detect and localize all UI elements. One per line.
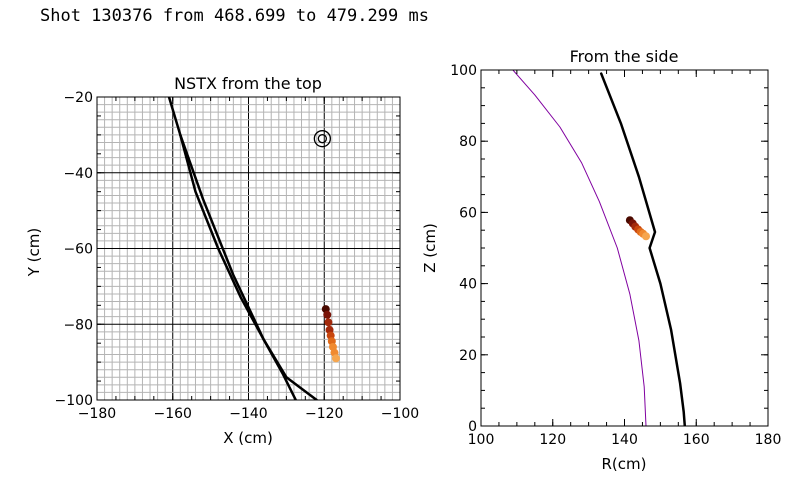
side-x-tick-label: 120 (539, 432, 566, 448)
top-y-axis-label: Y (cm) (25, 228, 43, 278)
top-y-tick-label: −20 (63, 90, 93, 106)
top-chart-title: NSTX from the top (174, 74, 322, 93)
top-y-tick-label: −80 (63, 317, 93, 333)
top-fiducial-inner-ring (317, 134, 328, 144)
side-plot-frame (480, 69, 769, 427)
page-title: Shot 130376 from 468.699 to 479.299 ms (40, 6, 429, 26)
side-y-tick-label: 80 (459, 134, 477, 150)
top-x-tick-label: −160 (154, 406, 192, 422)
top-grid (96, 96, 401, 401)
top-inner-edge-line (179, 133, 318, 400)
top-ticks: −180 −160 −140 −120 −100 −100 −80 −60 −40 −20 (55, 90, 420, 422)
side-wall-line (599, 72, 687, 426)
side-x-tick-label: 140 (611, 432, 638, 448)
top-series-group (167, 97, 340, 400)
side-x-axis-label: R(cm) (602, 455, 647, 473)
side-x-tick-label: 180 (755, 432, 782, 448)
side-plasma-boundary-line (512, 70, 647, 426)
top-x-tick-label: −120 (305, 406, 343, 422)
side-y-axis-label: Z (cm) (421, 223, 439, 273)
top-x-tick-label: −180 (78, 406, 116, 422)
top-trail-point (324, 318, 333, 327)
side-x-tick-label: 160 (683, 432, 710, 448)
side-ticks: 100 120 140 160 180 0 20 40 60 80 100 (450, 63, 781, 448)
side-data (512, 70, 687, 426)
top-trail-point (331, 354, 340, 363)
top-y-tick-label: −40 (63, 166, 93, 182)
top-x-tick-label: −100 (381, 406, 419, 422)
top-y-tick-label: −100 (55, 393, 93, 409)
top-fiducial-outer-ring (313, 130, 332, 148)
top-x-tick-label: −140 (229, 406, 267, 422)
side-x-tick-label: 100 (468, 432, 495, 448)
top-view-panel: −180 −160 −140 −120 −100 −100 −80 −60 −40 −20 NST… (25, 74, 419, 447)
side-y-tick-label: 60 (459, 205, 477, 221)
side-series-group (512, 70, 687, 426)
top-data (167, 97, 340, 400)
side-chart-title: From the side (570, 47, 679, 66)
side-y-tick-label: 0 (468, 419, 477, 435)
top-trail-point (323, 310, 332, 319)
side-view-panel: 100 120 140 160 180 0 20 40 60 80 100 From the sid… (421, 47, 781, 473)
top-x-axis-label: X (cm) (223, 429, 273, 447)
side-trail-point (642, 232, 651, 241)
side-y-tick-label: 100 (450, 63, 477, 79)
top-y-tick-label: −60 (63, 242, 93, 258)
side-y-tick-label: 40 (459, 277, 477, 293)
side-y-tick-label: 20 (459, 348, 477, 364)
